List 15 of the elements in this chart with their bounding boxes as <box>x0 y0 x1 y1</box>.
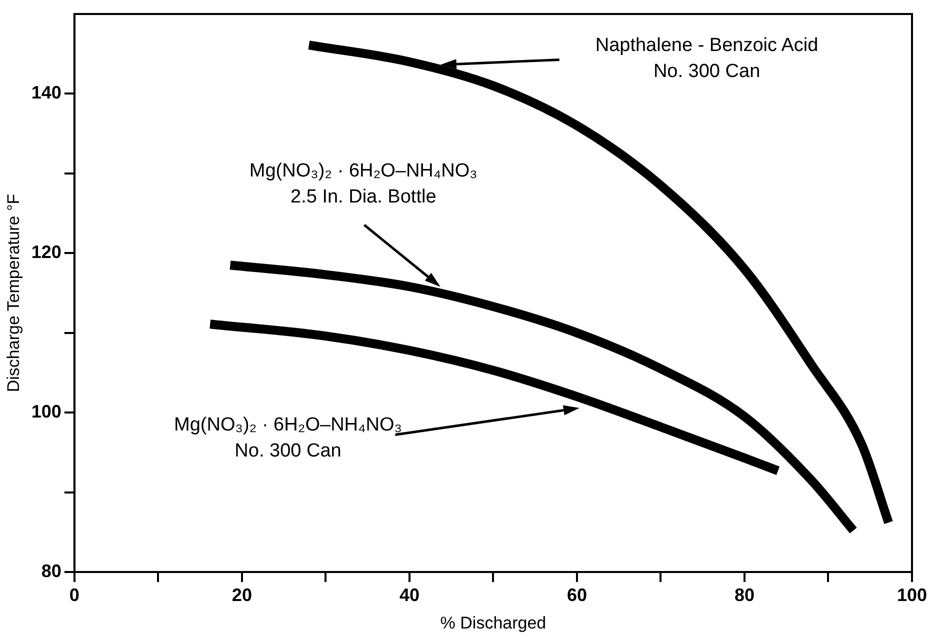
x-tick-label: 100 <box>896 584 928 605</box>
x-tick-label: 0 <box>69 584 80 605</box>
y-tick-label: 120 <box>31 242 62 262</box>
annotation: Napthalene - Benzoic Acid No. 300 Can <box>595 34 818 82</box>
y-tick-label: 100 <box>31 402 62 422</box>
annotation: Mg(NO₃)₂ · 6H₂O–NH₄NO₃ 2.5 In. Dia. Bottle <box>249 160 478 208</box>
x-tick-label: 60 <box>566 584 587 605</box>
x-axis-title: % Discharged <box>440 613 546 632</box>
y-tick-label: 140 <box>31 82 62 103</box>
annotation: Mg(NO₃)₂ · 6H₂O–NH₄NO₃ No. 300 Can <box>174 414 402 462</box>
y-axis-title: Discharge Temperature °F <box>4 194 23 392</box>
y-tick-label: 80 <box>41 560 62 581</box>
x-tick-label: 20 <box>232 584 252 605</box>
x-tick-label: 80 <box>734 584 754 605</box>
x-tick-label: 40 <box>399 584 420 605</box>
